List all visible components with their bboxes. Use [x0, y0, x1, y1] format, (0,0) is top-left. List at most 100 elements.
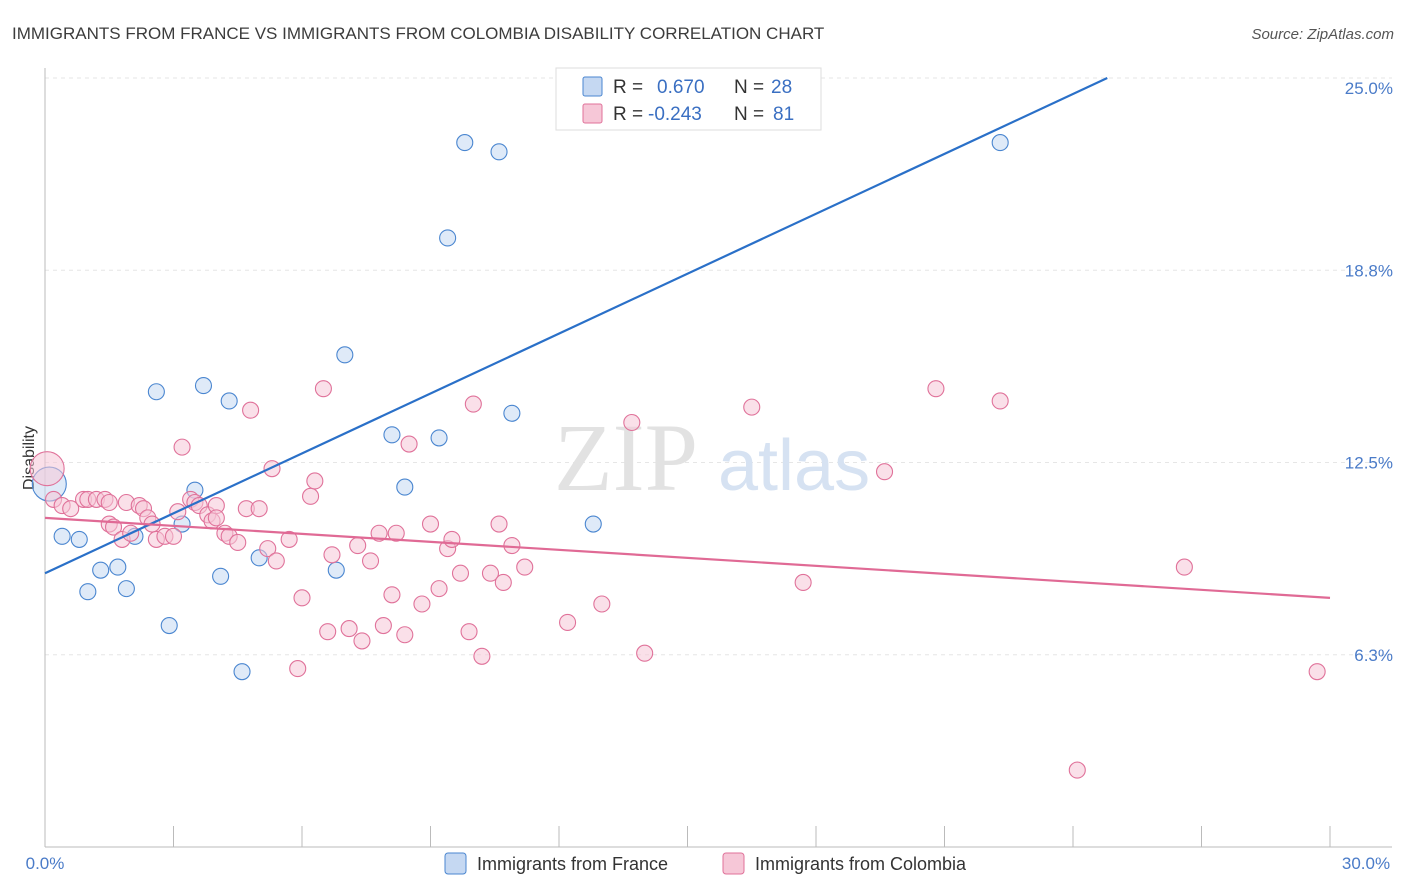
- point-colombia-55: [396, 626, 414, 644]
- point-colombia-77: [875, 463, 894, 481]
- y-tick-label-0: 25.0%: [1345, 79, 1393, 98]
- point-colombia-63: [460, 623, 478, 641]
- bottom-legend-swatch-colombia: [722, 852, 745, 875]
- y-tick-label-1: 18.8%: [1345, 261, 1393, 280]
- legend-france-r-value: 0.670: [657, 77, 705, 98]
- bottom-legend-label-france: Immigrants from France: [477, 854, 668, 874]
- point-colombia-50: [361, 552, 380, 570]
- point-colombia-65: [473, 647, 491, 665]
- point-colombia-78: [927, 380, 945, 398]
- point-france-4: [92, 561, 110, 579]
- point-colombia-32: [229, 533, 247, 552]
- watermark-atlas: atlas: [718, 426, 870, 506]
- y-tick-label-3: 6.3%: [1354, 646, 1393, 665]
- legend-france-n-value: 28: [771, 77, 792, 98]
- point-colombia-73: [623, 413, 641, 432]
- legend-swatch-colombia: [582, 103, 603, 124]
- point-colombia-20: [164, 527, 183, 545]
- legend: R = 0.670 N = 28 R = -0.243 N = 81: [555, 67, 822, 131]
- chart-source: Source: ZipAtlas.com: [1251, 26, 1394, 43]
- point-france-22: [439, 229, 457, 247]
- chart-title: IMMIGRANTS FROM FRANCE VS IMMIGRANTS FRO…: [12, 24, 824, 43]
- point-colombia-47: [340, 620, 358, 638]
- point-colombia-49: [353, 632, 371, 650]
- point-colombia-8: [100, 493, 118, 512]
- point-france-20: [396, 478, 414, 496]
- point-colombia-56: [400, 435, 418, 453]
- point-colombia-71: [559, 613, 577, 632]
- point-colombia-37: [263, 460, 281, 478]
- point-france-8: [147, 383, 165, 401]
- point-colombia-80: [1068, 761, 1086, 779]
- point-france-25: [503, 404, 521, 422]
- bottom-legend-swatch-france: [444, 852, 467, 875]
- bottom-legend: Immigrants from France Immigrants from C…: [444, 852, 967, 875]
- point-colombia-79: [991, 392, 1009, 410]
- point-colombia-68: [494, 573, 512, 592]
- point-france-13: [212, 567, 230, 585]
- point-france-17: [327, 561, 345, 579]
- point-colombia-75: [743, 398, 761, 416]
- point-france-24: [490, 143, 508, 161]
- y-tick-label-2: 12.5%: [1345, 454, 1393, 473]
- point-france-23: [456, 134, 474, 152]
- legend-colombia-r-value: -0.243: [648, 104, 702, 125]
- point-france-27: [991, 134, 1009, 152]
- point-france-14: [220, 392, 238, 410]
- y-axis-tick-labels: 25.0% 18.8% 12.5% 6.3%: [1345, 79, 1393, 665]
- watermark: ZIP atlas: [554, 404, 870, 511]
- point-colombia-40: [289, 660, 307, 678]
- point-colombia-45: [319, 623, 337, 641]
- legend-colombia-r-label: R =: [613, 104, 643, 125]
- point-colombia-59: [430, 580, 448, 598]
- point-colombia-29: [207, 509, 225, 527]
- point-colombia-76: [794, 573, 812, 592]
- point-colombia-66: [481, 564, 500, 582]
- point-france-3: [79, 583, 97, 601]
- point-colombia-62: [451, 564, 470, 582]
- point-colombia-53: [383, 586, 401, 604]
- legend-swatch-france: [582, 76, 603, 97]
- point-colombia-48: [349, 537, 367, 555]
- point-colombia-82: [1308, 663, 1326, 681]
- point-colombia-0: [29, 451, 65, 487]
- legend-france-r-label: R =: [613, 77, 643, 98]
- legend-colombia-n-label: N =: [734, 104, 764, 125]
- trend-line-colombia: [44, 516, 1331, 599]
- series-immigrants-from-france: [31, 134, 1009, 681]
- point-colombia-64: [464, 395, 482, 413]
- trend-line-france: [44, 77, 1108, 575]
- point-colombia-74: [636, 644, 654, 662]
- point-france-5: [109, 558, 127, 576]
- point-france-9: [160, 616, 178, 635]
- point-colombia-44: [314, 380, 332, 398]
- point-france-15: [233, 663, 251, 681]
- point-colombia-67: [490, 515, 508, 533]
- x-axis-ticks: [44, 826, 1331, 847]
- point-france-2: [70, 530, 88, 548]
- point-france-6: [117, 580, 135, 598]
- point-colombia-72: [593, 595, 611, 613]
- legend-france-n-label: N =: [734, 77, 764, 98]
- point-colombia-41: [293, 589, 311, 607]
- point-france-26: [584, 515, 602, 533]
- point-france-19: [383, 426, 401, 444]
- x-tick-label-max: 30.0%: [1342, 854, 1390, 873]
- point-colombia-36: [259, 540, 277, 558]
- point-france-12: [194, 377, 213, 395]
- point-colombia-3: [62, 500, 80, 518]
- point-france-18: [336, 346, 354, 364]
- point-colombia-39: [280, 530, 298, 548]
- point-colombia-38: [267, 552, 285, 570]
- point-colombia-58: [421, 515, 440, 533]
- point-colombia-54: [387, 524, 405, 542]
- point-colombia-22: [173, 438, 191, 456]
- point-france-1: [53, 527, 71, 545]
- point-colombia-42: [302, 487, 320, 505]
- point-colombia-34: [242, 401, 260, 419]
- x-tick-label-min: 0.0%: [26, 854, 65, 873]
- point-colombia-52: [374, 616, 392, 635]
- point-france-21: [430, 429, 448, 447]
- point-colombia-70: [516, 558, 534, 576]
